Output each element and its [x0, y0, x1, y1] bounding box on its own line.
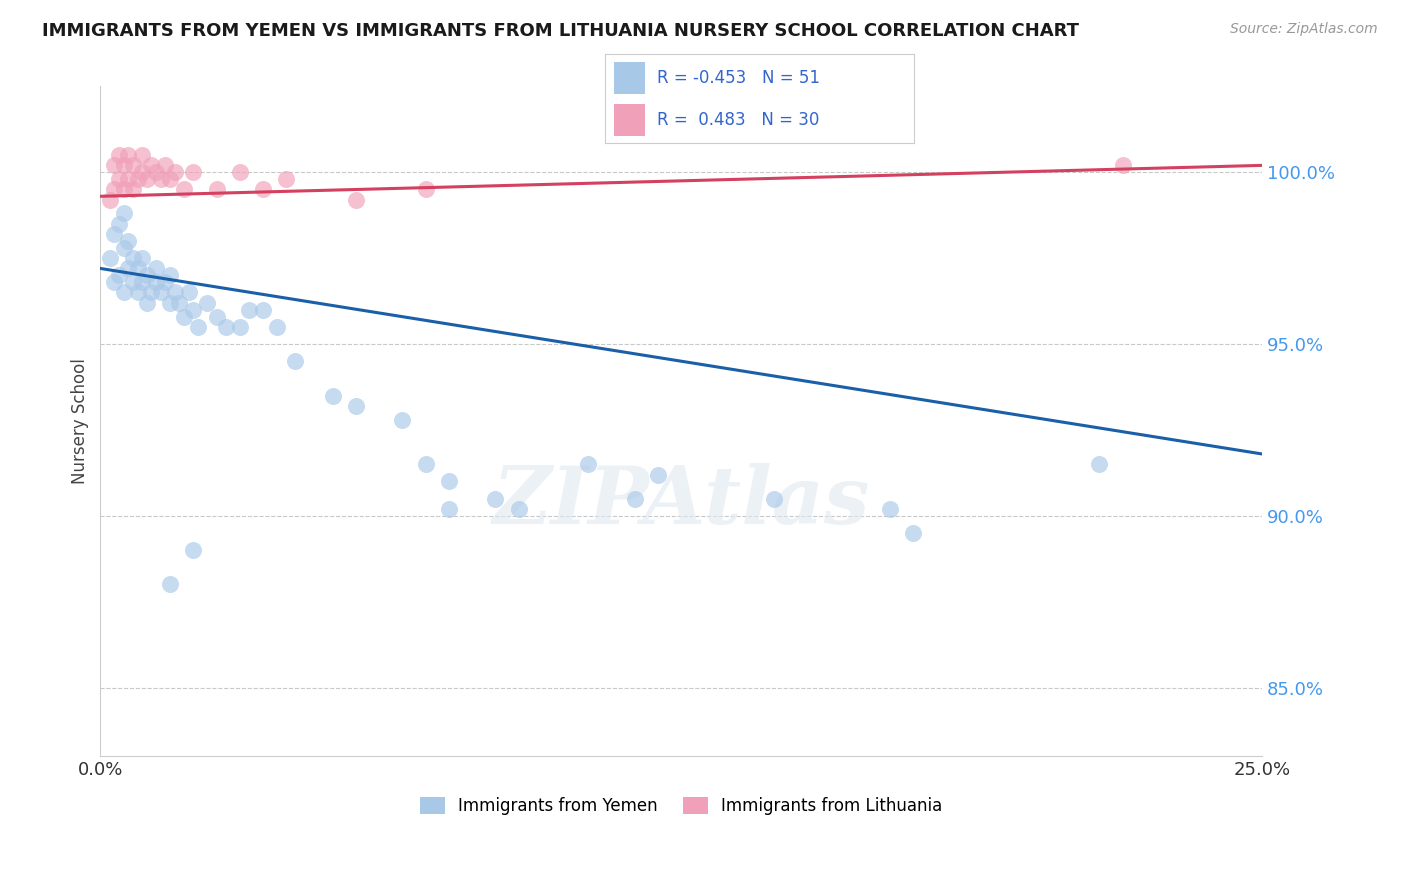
Point [103, 227, 125, 241]
Point [187, 319, 209, 334]
Point [131, 251, 153, 265]
Point [391, 412, 413, 426]
Point [195, 295, 218, 310]
Point [122, 251, 145, 265]
Point [159, 577, 181, 591]
Point [173, 310, 195, 324]
Point [103, 182, 125, 196]
Point [576, 457, 599, 471]
Point [159, 268, 181, 283]
Point [112, 241, 135, 255]
Point [159, 295, 181, 310]
Point [145, 165, 167, 179]
Point [112, 206, 135, 220]
Point [163, 285, 186, 300]
Point [112, 285, 135, 300]
Legend: Immigrants from Yemen, Immigrants from Lithuania: Immigrants from Yemen, Immigrants from L… [413, 790, 949, 822]
Point [415, 457, 437, 471]
Point [163, 165, 186, 179]
Point [1088, 457, 1111, 471]
Point [276, 172, 298, 186]
Point [437, 502, 460, 516]
Point [415, 182, 437, 196]
Point [344, 193, 367, 207]
Point [98, 251, 121, 265]
Point [103, 158, 125, 172]
Point [149, 172, 172, 186]
Point [127, 285, 149, 300]
Point [131, 275, 153, 289]
Point [181, 543, 204, 558]
Point [322, 388, 344, 402]
Point [98, 193, 121, 207]
Point [108, 172, 131, 186]
Point [169, 295, 191, 310]
Point [103, 275, 125, 289]
Point [108, 148, 131, 162]
Point [141, 285, 163, 300]
Text: R = -0.453   N = 51: R = -0.453 N = 51 [657, 69, 820, 87]
Point [108, 268, 131, 283]
Point [205, 310, 228, 324]
Point [135, 295, 157, 310]
Point [135, 268, 157, 283]
Point [177, 285, 200, 300]
FancyBboxPatch shape [614, 104, 645, 136]
Point [117, 234, 139, 248]
Point [135, 172, 157, 186]
Point [112, 182, 135, 196]
Point [127, 261, 149, 276]
Point [508, 502, 530, 516]
Point [252, 302, 274, 317]
FancyBboxPatch shape [614, 62, 645, 94]
Point [284, 354, 307, 368]
Point [647, 467, 669, 482]
Y-axis label: Nursery School: Nursery School [72, 359, 89, 484]
Point [229, 319, 252, 334]
Point [122, 182, 145, 196]
Point [1111, 158, 1133, 172]
Text: Source: ZipAtlas.com: Source: ZipAtlas.com [1230, 22, 1378, 37]
Point [149, 285, 172, 300]
Point [155, 158, 177, 172]
Point [173, 182, 195, 196]
Point [437, 475, 460, 489]
Point [108, 217, 131, 231]
Point [127, 172, 149, 186]
Point [229, 165, 252, 179]
Point [112, 158, 135, 172]
Point [238, 302, 260, 317]
Point [117, 172, 139, 186]
Point [205, 182, 228, 196]
Point [122, 158, 145, 172]
Point [155, 275, 177, 289]
Point [623, 491, 645, 506]
Point [131, 165, 153, 179]
Point [145, 275, 167, 289]
Point [215, 319, 238, 334]
Point [141, 158, 163, 172]
Point [266, 319, 288, 334]
Point [122, 275, 145, 289]
Point [181, 302, 204, 317]
Point [879, 502, 901, 516]
Point [763, 491, 786, 506]
Point [159, 172, 181, 186]
Text: R =  0.483   N = 30: R = 0.483 N = 30 [657, 111, 820, 129]
Point [117, 261, 139, 276]
Text: IMMIGRANTS FROM YEMEN VS IMMIGRANTS FROM LITHUANIA NURSERY SCHOOL CORRELATION CH: IMMIGRANTS FROM YEMEN VS IMMIGRANTS FROM… [42, 22, 1080, 40]
Point [131, 148, 153, 162]
Point [903, 525, 925, 540]
Point [484, 491, 506, 506]
Point [117, 148, 139, 162]
Point [252, 182, 274, 196]
Point [181, 165, 204, 179]
Point [344, 399, 367, 413]
Point [145, 261, 167, 276]
Text: ZIPAtlas: ZIPAtlas [492, 463, 870, 541]
